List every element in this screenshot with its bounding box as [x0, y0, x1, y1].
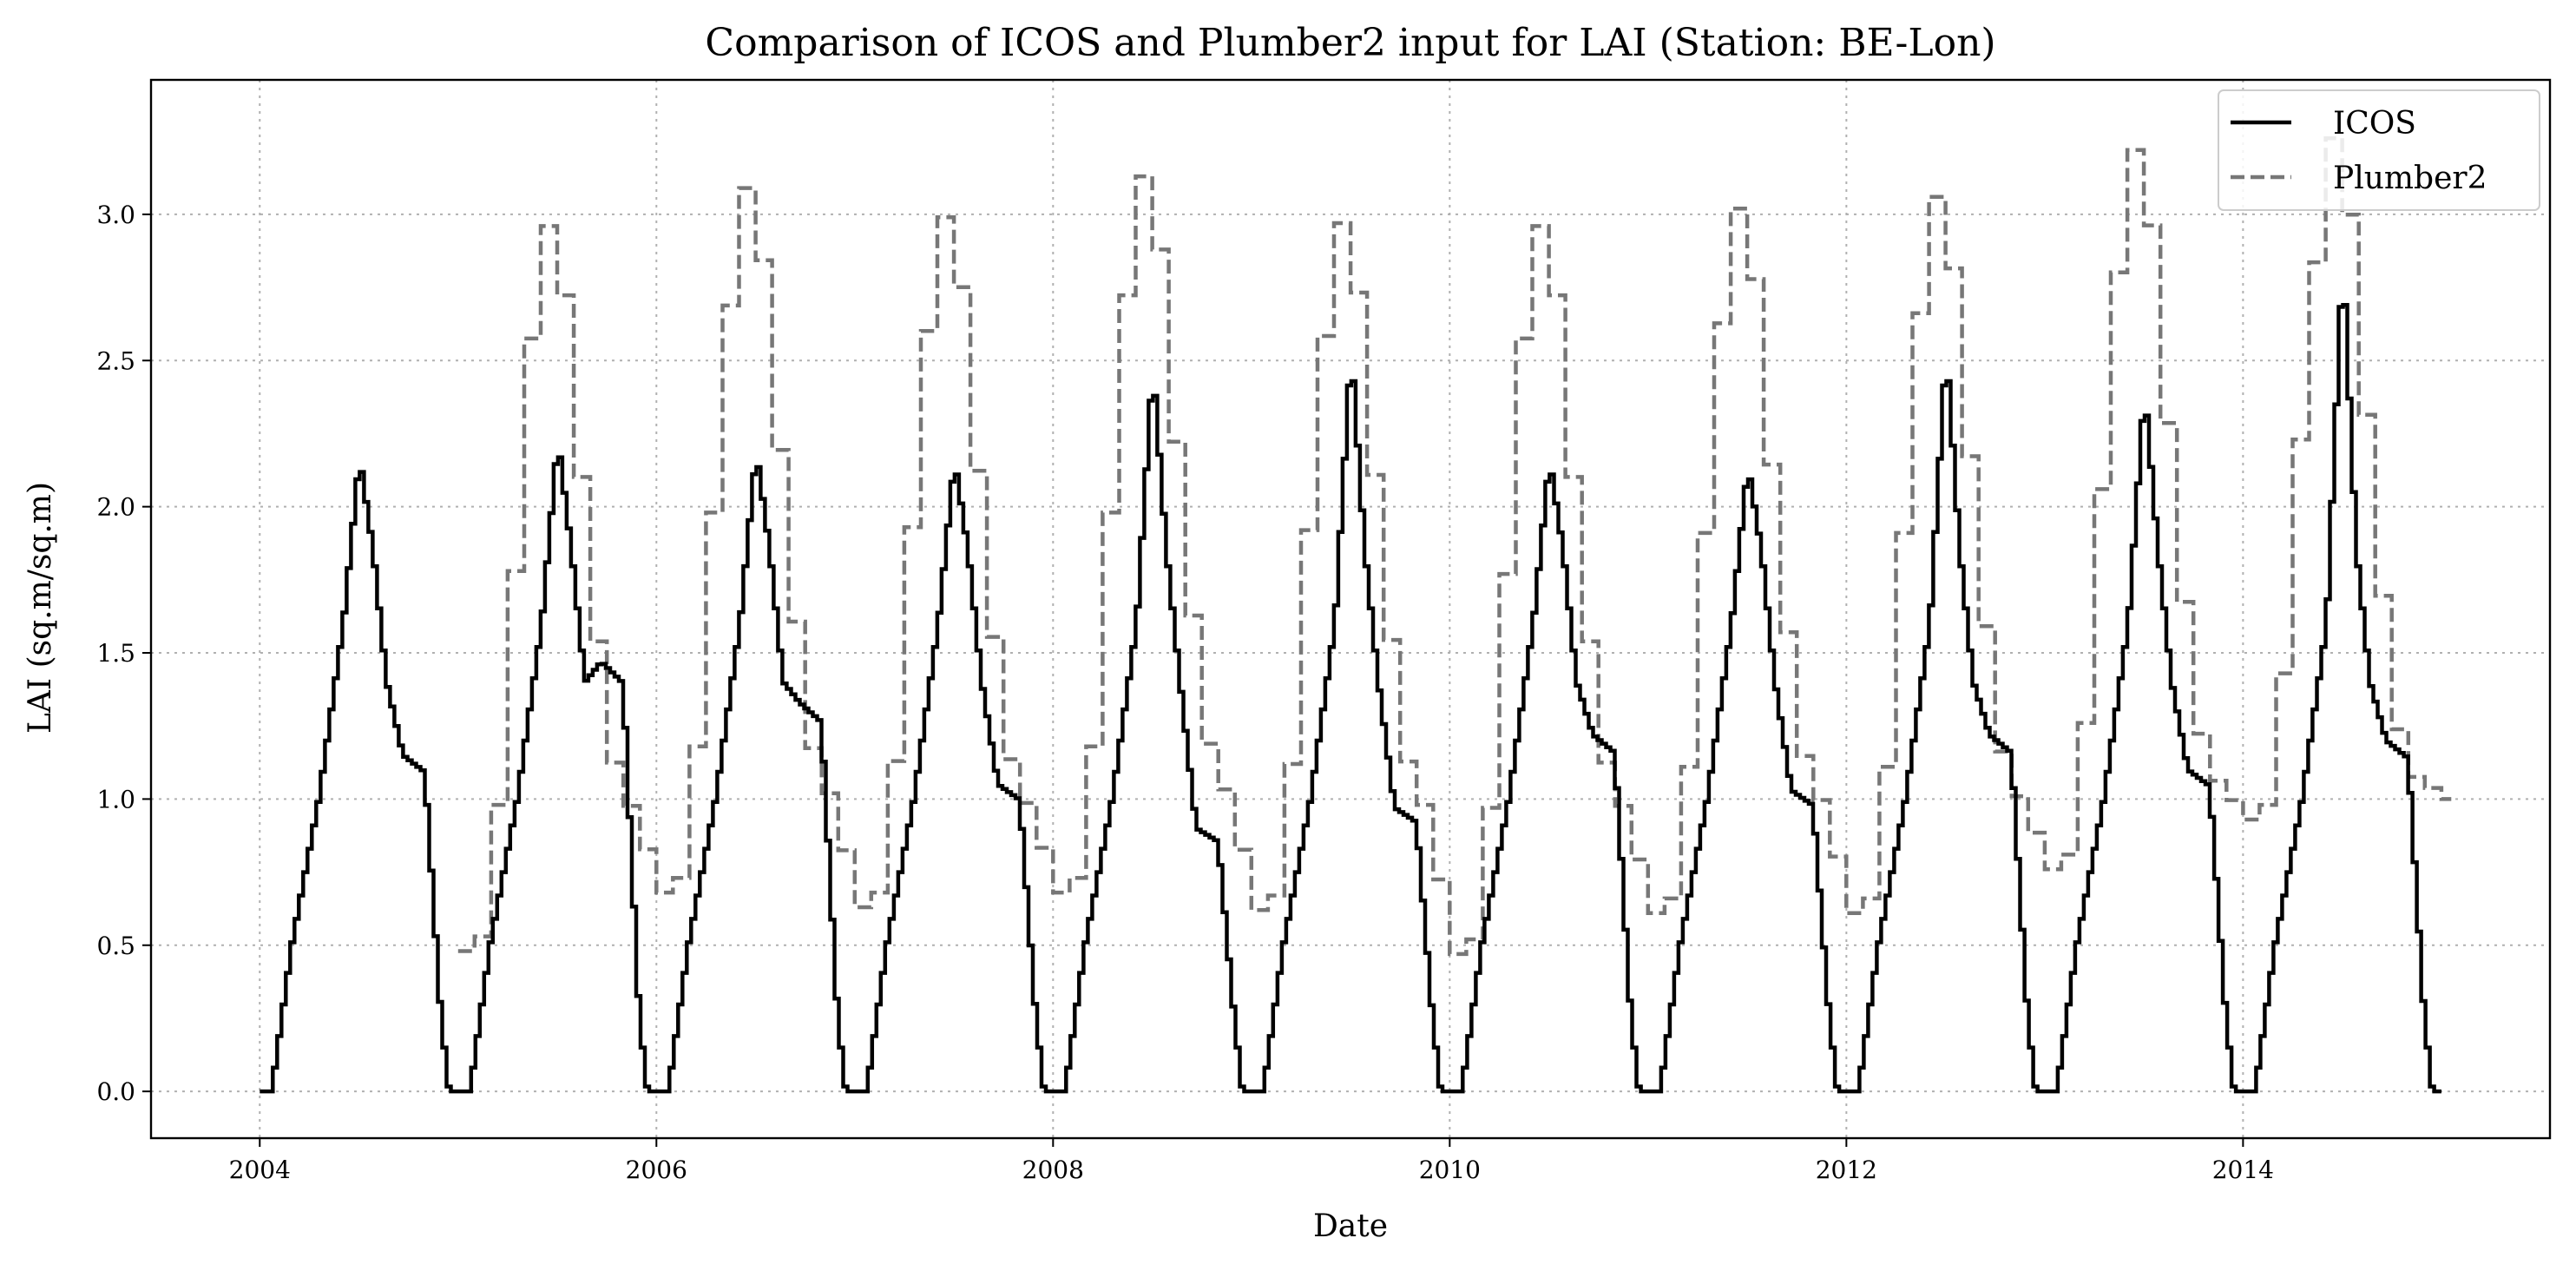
chart-title: Comparison of ICOS and Plumber2 input fo… — [705, 21, 1995, 65]
x-tick-label: 2014 — [2212, 1156, 2274, 1184]
legend-label-icos: ICOS — [2333, 106, 2416, 142]
y-tick-label: 0.0 — [96, 1077, 135, 1106]
y-tick-label: 0.5 — [96, 932, 135, 960]
grid-lines — [151, 80, 2550, 1138]
y-tick-label: 3.0 — [96, 201, 135, 229]
x-tick-label: 2006 — [626, 1156, 687, 1184]
y-tick-label: 2.5 — [96, 346, 135, 375]
series-line-icos — [260, 303, 2441, 1094]
y-axis-label: LAI (sq.m/sq.m) — [23, 482, 58, 734]
x-tick-label: 2012 — [1816, 1156, 1877, 1184]
legend: ICOS Plumber2 — [2218, 89, 2540, 211]
legend-label-plumber2: Plumber2 — [2333, 161, 2487, 196]
series-line-plumber2 — [457, 136, 2452, 957]
plot-area — [151, 80, 2550, 1138]
y-tick-label: 1.5 — [96, 639, 135, 668]
legend-box — [2218, 89, 2540, 211]
x-axis-label: Date — [1313, 1208, 1388, 1244]
x-tick-label: 2010 — [1419, 1156, 1481, 1184]
plot-frame — [149, 78, 2552, 1140]
y-tick-label: 1.0 — [96, 785, 135, 813]
y-tick-label: 2.0 — [96, 493, 135, 522]
x-tick-label: 2008 — [1022, 1156, 1084, 1184]
x-tick-label: 2004 — [229, 1156, 291, 1184]
series-layer — [260, 136, 2452, 1094]
axis-ticks: 2004 2006 2008 2010 2012 2014 0.0 0.5 1.0 1.5 2.0 2… — [96, 201, 2274, 1184]
